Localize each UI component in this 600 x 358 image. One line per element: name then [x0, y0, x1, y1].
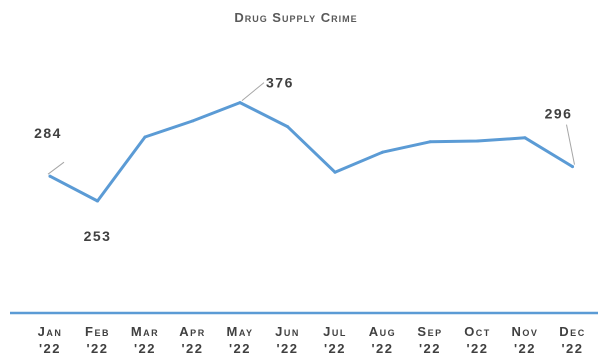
- x-tick-jul: Jul '22: [323, 324, 347, 356]
- leader-line-dec: [566, 124, 575, 165]
- x-tick-dec: Dec '22: [559, 324, 585, 356]
- data-label-feb: 253: [84, 228, 112, 244]
- data-labels: 284 253 376 296: [34, 75, 573, 244]
- data-label-jan: 284: [34, 125, 62, 141]
- leader-line-jan: [47, 161, 65, 175]
- series-line: [48, 101, 574, 203]
- data-point-feb: [96, 199, 99, 203]
- data-point-nov: [523, 136, 527, 140]
- data-point-sep: [428, 140, 432, 144]
- data-label-dec: 296: [545, 106, 573, 122]
- data-point-mar: [143, 135, 147, 139]
- data-point-dec: [571, 165, 574, 169]
- data-label-may: 376: [266, 75, 294, 91]
- x-tick-jan: Jan '22: [38, 324, 63, 356]
- data-point-jan: [48, 174, 52, 178]
- x-tick-nov: Nov '22: [512, 324, 539, 356]
- data-point-may: [238, 101, 242, 105]
- data-point-jul: [333, 170, 337, 174]
- x-tick-aug: Aug '22: [369, 324, 396, 356]
- leader-line-may: [241, 82, 265, 101]
- x-tick-feb: Feb '22: [85, 324, 110, 356]
- x-tick-oct: Oct '22: [464, 324, 491, 356]
- x-tick-mar: Mar '22: [131, 324, 159, 356]
- leader-lines: [47, 82, 575, 175]
- chart-title: Drug Supply Crime: [234, 10, 357, 25]
- data-point-jun: [286, 125, 289, 129]
- x-tick-labels: Jan '22 Feb '22 Mar '22 Apr '22 May '22 Jun '22 Jul '…: [38, 324, 585, 356]
- data-point-apr: [191, 119, 194, 123]
- data-point-oct: [476, 139, 479, 143]
- x-tick-jun: Jun '22: [275, 324, 300, 356]
- data-point-aug: [381, 150, 384, 154]
- x-tick-sep: Sep '22: [417, 324, 442, 356]
- x-tick-may: May '22: [226, 324, 253, 356]
- x-tick-apr: Apr '22: [179, 324, 205, 356]
